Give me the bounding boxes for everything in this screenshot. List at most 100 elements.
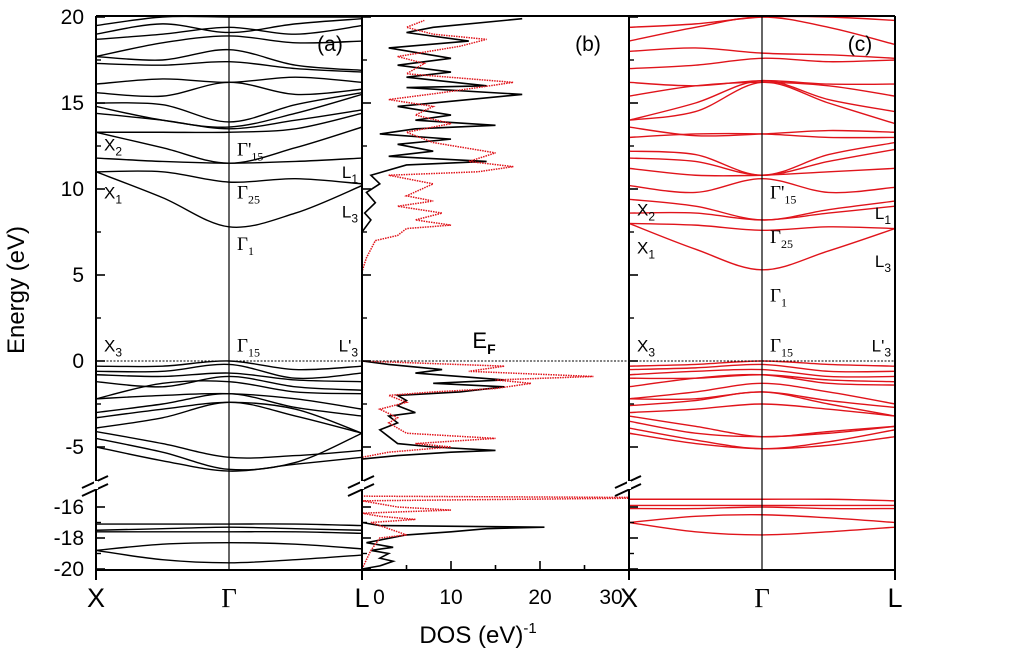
- symmetry-point-label: X1: [637, 238, 655, 261]
- symmetry-label-subscript: 15: [781, 346, 793, 360]
- symmetry-point-label: X3: [104, 337, 122, 360]
- k-point-label: Γ: [221, 583, 237, 613]
- symmetry-label-main: Γ: [237, 336, 248, 357]
- symmetry-point-label: X1: [104, 183, 122, 206]
- dos-line-red: [362, 19, 629, 570]
- symmetry-label-main: Γ: [770, 336, 781, 357]
- dos-x-axis-title: DOS (eV)-1: [419, 620, 536, 649]
- symmetry-point-label: L3: [875, 252, 891, 275]
- k-point-label: L: [887, 583, 902, 613]
- dos-x-tick-label: 0: [373, 586, 385, 609]
- symmetry-label-subscript: 3: [115, 346, 122, 360]
- panel-label-a: (a): [317, 33, 343, 56]
- symmetry-label-subscript: 2: [115, 144, 122, 158]
- symmetry-label-subscript: 15: [251, 149, 263, 163]
- y-axis-title: Energy (eV): [3, 226, 30, 354]
- symmetry-label-subscript: 1: [781, 296, 787, 310]
- dos-x-tick-label: 30: [599, 586, 622, 609]
- symmetry-point-label: L'3: [339, 337, 359, 360]
- symmetry-label-main: L': [339, 337, 352, 356]
- axes-layer: [81, 15, 896, 580]
- symmetry-point-label: Γ25: [770, 227, 793, 251]
- symmetry-label-subscript: 3: [351, 346, 358, 360]
- symmetry-label-subscript: 1: [648, 247, 655, 261]
- symmetry-label-subscript: 15: [248, 346, 260, 360]
- symmetry-label-main: X: [637, 337, 648, 356]
- symmetry-label-subscript: 3: [884, 261, 891, 275]
- symmetry-label-main: X: [637, 201, 648, 220]
- y-tick-label: -16: [54, 496, 84, 519]
- y-tick-label: -18: [54, 527, 84, 550]
- symmetry-label-subscript: 1: [351, 172, 358, 186]
- symmetry-label-subscript: 3: [884, 346, 891, 360]
- dos-x-axis-title-superscript: -1: [523, 620, 536, 637]
- symmetry-label-main: Γ: [770, 227, 781, 248]
- symmetry-label-main: X: [104, 183, 115, 202]
- symmetry-label-main: L: [875, 252, 884, 271]
- fermi-label-main: E: [472, 328, 487, 353]
- dos-group: [362, 17, 629, 570]
- symmetry-label-subscript: 1: [115, 192, 122, 206]
- symmetry-point-label: Γ15: [770, 336, 793, 360]
- symmetry-label-main: Γ: [770, 286, 781, 307]
- symmetry-point-label: Γ'15: [237, 139, 263, 163]
- symmetry-label-main: X: [104, 135, 115, 154]
- panel-label-b: (b): [575, 33, 601, 56]
- symmetry-point-label: L1: [342, 163, 358, 186]
- axis-break-mark: [347, 483, 375, 497]
- symmetry-label-subscript: 15: [784, 192, 796, 206]
- symmetry-point-label: L3: [342, 202, 358, 225]
- symmetry-label-subscript: 25: [781, 237, 793, 251]
- y-tick-label: 5: [72, 264, 84, 287]
- symmetry-label-subscript: 25: [248, 192, 260, 206]
- symmetry-point-label: X2: [637, 201, 655, 224]
- symmetry-point-label: X3: [637, 337, 655, 360]
- dos-x-tick-label: 20: [528, 586, 551, 609]
- symmetry-label-main: L: [875, 204, 884, 223]
- symmetry-label-main: L: [342, 202, 351, 221]
- fermi-level-label: EF: [472, 328, 496, 357]
- symmetry-label-main: Γ': [770, 182, 784, 203]
- symmetry-point-label: L1: [875, 204, 891, 227]
- symmetry-point-label: Γ'15: [770, 182, 796, 206]
- symmetry-point-label: Γ1: [770, 286, 787, 310]
- y-tick-label: 10: [61, 178, 84, 201]
- y-tick-label: 0: [72, 350, 84, 373]
- k-point-label: X: [620, 583, 638, 613]
- symmetry-label-main: Γ: [237, 182, 248, 203]
- symmetry-label-main: X: [637, 238, 648, 257]
- symmetry-label-subscript: 3: [648, 346, 655, 360]
- panel-b-dos: [362, 17, 629, 570]
- y-tick-label: 20: [61, 6, 84, 29]
- symmetry-label-subscript: 2: [648, 210, 655, 224]
- symmetry-label-main: L': [872, 337, 885, 356]
- symmetry-label-main: Γ: [237, 234, 248, 255]
- dos-line-black: [362, 17, 545, 570]
- symmetry-label-main: L: [342, 163, 351, 182]
- k-point-label: Γ: [754, 583, 770, 613]
- symmetry-point-label: Γ25: [237, 182, 260, 206]
- symmetry-label-subscript: 1: [884, 213, 891, 227]
- axis-break-gap: [627, 481, 631, 489]
- axis-break-mark: [81, 483, 109, 497]
- dos-x-tick-label: 10: [439, 586, 462, 609]
- symmetry-point-label: Γ15: [237, 336, 260, 360]
- axis-break-mark: [614, 483, 642, 497]
- axis-break-gap: [94, 481, 98, 489]
- symmetry-point-label: Γ1: [237, 234, 254, 258]
- symmetry-label-subscript: 1: [248, 244, 254, 258]
- symmetry-point-label: X2: [104, 135, 122, 158]
- symmetry-label-main: X: [104, 337, 115, 356]
- y-tick-label: 15: [61, 92, 84, 115]
- k-point-label: X: [87, 583, 105, 613]
- y-tick-label: -20: [54, 558, 84, 581]
- symmetry-label-main: Γ': [237, 139, 251, 160]
- symmetry-label-subscript: 3: [351, 211, 358, 225]
- panel-label-c: (c): [848, 33, 873, 56]
- fermi-label-sub: F: [487, 341, 496, 357]
- dos-x-axis-title-main: DOS (eV): [419, 622, 523, 649]
- symmetry-point-label: L'3: [872, 337, 892, 360]
- k-point-label: L: [354, 583, 369, 613]
